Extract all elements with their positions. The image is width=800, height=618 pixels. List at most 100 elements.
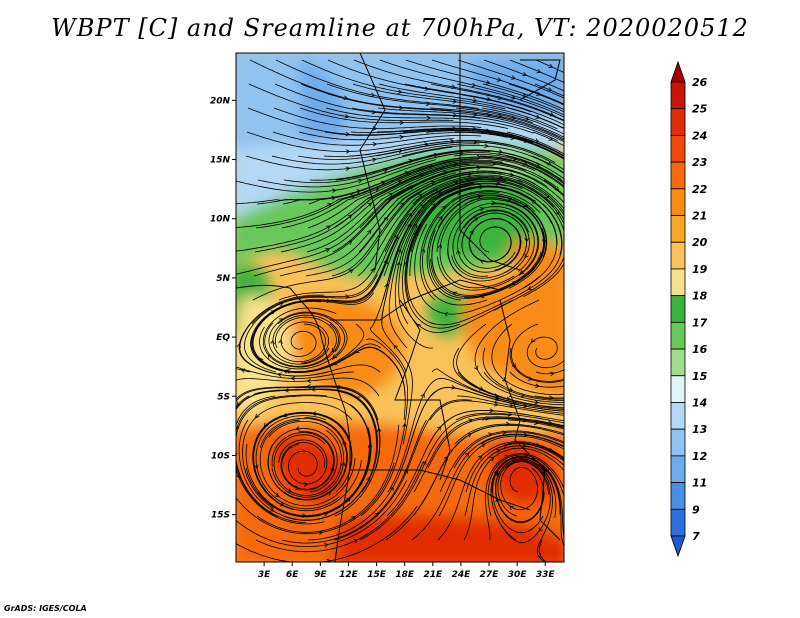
light-blue-strip [236, 117, 564, 228]
streamline-arrow [481, 443, 486, 448]
streamline-arrow [310, 387, 316, 392]
streamline-arrow [403, 469, 408, 474]
streamline [508, 83, 564, 106]
streamline-arrow [473, 217, 479, 222]
streamline-arrow [436, 190, 442, 195]
colorbar-swatch [670, 161, 686, 190]
streamline-arrow [548, 136, 554, 141]
colorbar-max-arrow [670, 60, 686, 83]
lon-tick-label: 33E [536, 570, 556, 580]
streamline-arrow [510, 135, 516, 140]
streamline-arrow [524, 253, 529, 259]
streamline [402, 128, 564, 157]
streamline-arrow [473, 365, 478, 371]
streamline [377, 107, 564, 143]
streamline-arrow [536, 68, 542, 74]
streamline-arrow [323, 512, 329, 517]
streamline-arrow [403, 260, 409, 266]
streamline-arrow [495, 497, 500, 503]
colorbar-level-label: 7 [692, 530, 700, 543]
streamline-arrow [549, 112, 555, 117]
streamline-arrow [399, 134, 405, 140]
colorbar-level-label: 15 [692, 370, 708, 383]
colorbar-level-label: 24 [692, 129, 707, 142]
colorbar-level-label: 20 [692, 236, 708, 249]
streamline [481, 418, 564, 429]
streamline-arrow [388, 193, 394, 197]
colorbar: 26 25 24 23 22 21 20 19 18 17 16 15 14 13 12 11 9 7 [670, 60, 708, 558]
streamline [236, 395, 306, 523]
streamline-arrow [533, 420, 539, 426]
streamline-arrow [344, 113, 350, 119]
streamline-arrow [267, 354, 273, 359]
streamline-arrow [345, 131, 351, 137]
streamline-arrow [269, 507, 275, 512]
colorbar-level-label: 19 [692, 263, 708, 276]
streamline-arrow [453, 161, 458, 167]
streamline [375, 141, 564, 171]
colorbar-swatch [670, 295, 686, 323]
colorbar-level-label: 26 [692, 76, 708, 89]
streamline [456, 323, 564, 409]
streamline-arrow [545, 468, 550, 474]
lat-tick-label: EQ [216, 333, 230, 343]
streamline [535, 369, 564, 375]
colorbar-level-label: 25 [692, 103, 708, 116]
streamline-arrow [438, 215, 443, 221]
colorbar-swatch [670, 81, 686, 110]
streamline [481, 107, 564, 135]
streamline-arrow [497, 95, 503, 101]
streamline-arrow [467, 171, 473, 177]
streamline [543, 179, 564, 196]
streamline-arrow [535, 383, 540, 389]
streamline-arrow [371, 157, 377, 163]
streamline-arrow [535, 164, 541, 169]
streamline-arrow [542, 239, 547, 245]
streamline-arrow [408, 158, 414, 164]
streamline-arrow [485, 80, 491, 85]
streamline [509, 347, 564, 383]
lon-tick-label: 3E [258, 570, 271, 580]
streamline-arrow [367, 442, 373, 448]
streamline-arrow [351, 515, 356, 521]
streamline-arrow [549, 395, 554, 401]
streamline-arrow [522, 403, 528, 409]
streamline-arrow [357, 178, 363, 184]
streamline-arrow [416, 323, 422, 329]
streamline-arrow [409, 185, 415, 190]
lon-tick-label: 21E [423, 570, 443, 580]
streamline [427, 417, 564, 469]
streamline [482, 395, 564, 412]
streamline-arrow [511, 75, 516, 80]
colorbar-level-label: 17 [692, 316, 708, 329]
streamline-arrow [372, 126, 378, 131]
streamline-arrow [325, 248, 331, 253]
streamline-arrow [495, 181, 501, 186]
streamline [236, 388, 378, 444]
streamline-arrow [236, 425, 240, 430]
streamline [480, 131, 564, 159]
streamline-arrow [397, 89, 403, 94]
streamline [480, 434, 564, 448]
streamline [236, 385, 379, 421]
streamline-arrow [452, 99, 458, 104]
streamline-arrow [278, 318, 284, 323]
colorbar-level-label: 18 [692, 290, 708, 303]
streamline-arrow [509, 402, 514, 408]
border-line-4 [330, 279, 501, 321]
streamline-arrow [398, 105, 404, 110]
streamline-arrow [452, 291, 458, 296]
lon-tick-label: 24E [452, 570, 472, 580]
streamline-arrow [511, 363, 517, 369]
colorbar-swatch [670, 482, 686, 510]
colorbar-level-label: 16 [692, 343, 708, 356]
border-line-3 [394, 299, 451, 481]
streamline-arrow [402, 422, 407, 428]
streamline-arrow [418, 193, 423, 198]
streamline-arrow [389, 486, 394, 491]
map-frame [235, 52, 565, 563]
streamline-arrow [282, 413, 288, 418]
streamline [429, 400, 564, 421]
streamline [491, 179, 564, 311]
streamline-arrow [479, 206, 485, 212]
